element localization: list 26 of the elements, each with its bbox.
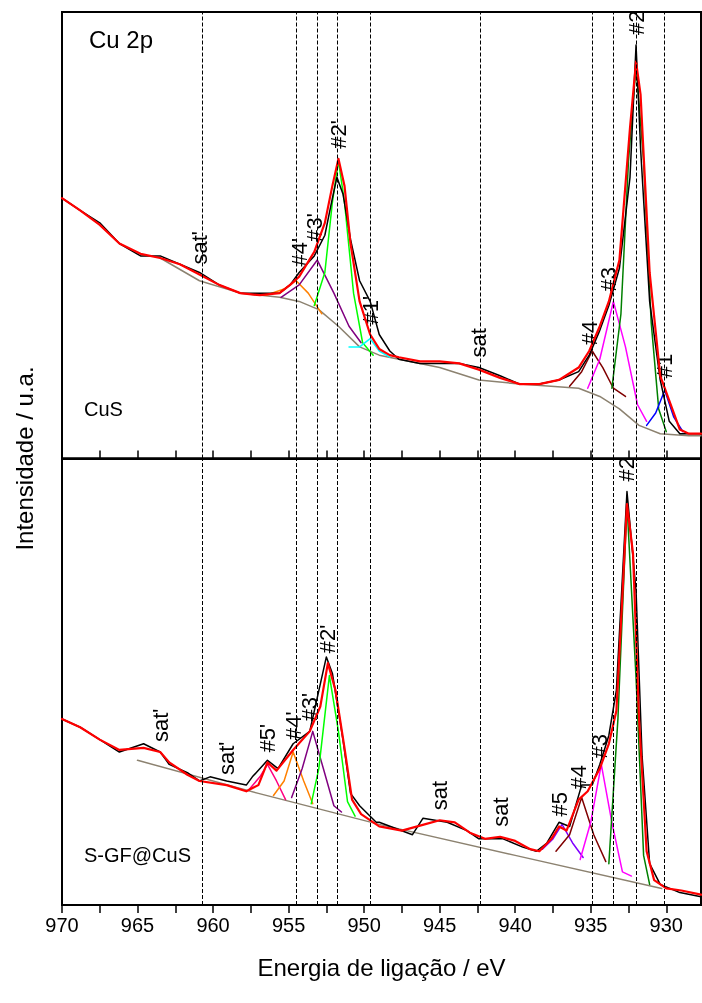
annotation: #2' bbox=[315, 624, 341, 654]
annotation: sat bbox=[427, 780, 453, 811]
x-tick-label: 935 bbox=[574, 914, 608, 936]
x-tick-label: 960 bbox=[196, 914, 230, 936]
annotation: sat' bbox=[186, 230, 212, 265]
annotation: S-GF@CuS bbox=[84, 844, 191, 866]
x-tick-label: 970 bbox=[45, 914, 79, 936]
annotation: sat bbox=[466, 328, 492, 358]
annotation: #3' bbox=[301, 213, 327, 242]
annotation: CuS bbox=[84, 397, 123, 420]
chart-title: Cu 2p bbox=[89, 25, 154, 53]
annotation: #4 bbox=[566, 765, 592, 790]
annotation: #5 bbox=[546, 791, 572, 817]
x-tick-label: 945 bbox=[422, 914, 457, 936]
x-tick-label: 950 bbox=[347, 914, 381, 936]
x-axis-title: Energia de ligação / eV bbox=[257, 953, 506, 981]
annotation: sat' bbox=[147, 708, 173, 743]
x-tick-label: 940 bbox=[498, 914, 532, 936]
annotation: sat bbox=[487, 797, 513, 827]
x-tick-label: 955 bbox=[271, 914, 306, 936]
annotation: #5' bbox=[254, 723, 280, 753]
annotation: #2' bbox=[325, 120, 351, 149]
x-tick-label: 965 bbox=[120, 914, 155, 936]
y-axis-title: Intensidade / u.a. bbox=[10, 366, 38, 551]
x-tick-label: 930 bbox=[649, 914, 683, 936]
annotation: sat' bbox=[214, 741, 240, 776]
